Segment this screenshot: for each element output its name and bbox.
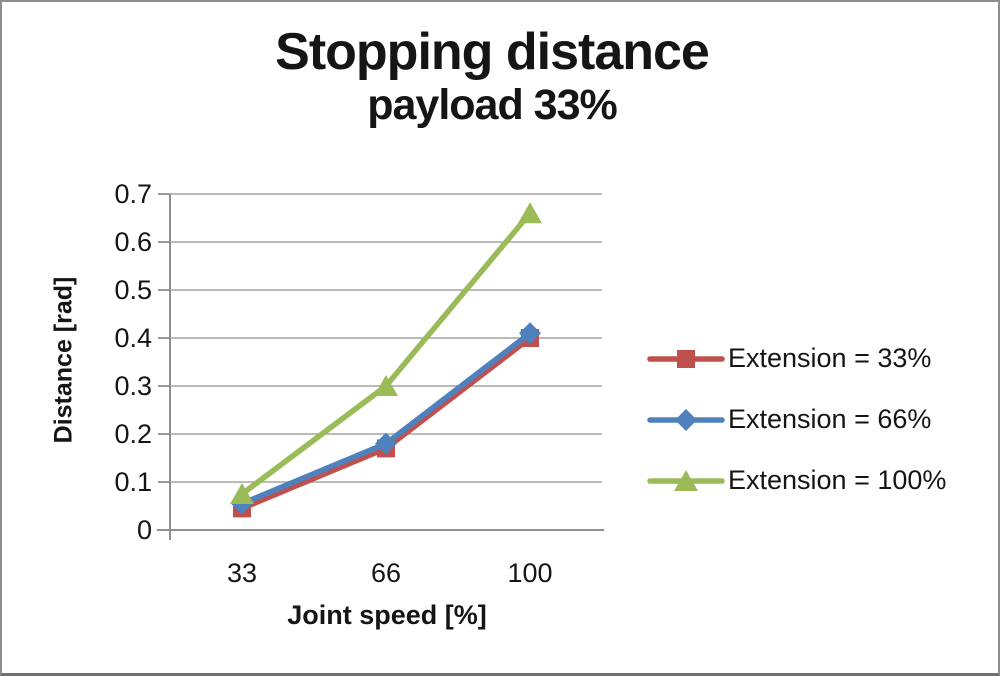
svg-text:0.3: 0.3 — [114, 371, 152, 401]
svg-text:0.5: 0.5 — [114, 275, 152, 305]
svg-text:0.4: 0.4 — [114, 323, 152, 353]
svg-text:0.6: 0.6 — [114, 227, 152, 257]
svg-text:66: 66 — [371, 558, 401, 588]
legend-item: Extension = 33% — [647, 343, 946, 374]
legend: Extension = 33% Extension = 66% Extensio… — [647, 343, 946, 496]
legend-marker-square — [647, 349, 725, 368]
legend-label: Extension = 33% — [728, 343, 932, 373]
title-block: Stopping distance payload 33% — [2, 23, 982, 131]
svg-text:0.7: 0.7 — [114, 179, 152, 209]
svg-text:0.1: 0.1 — [114, 467, 152, 497]
chart-title: Stopping distance — [275, 23, 710, 81]
legend-item: Extension = 100% — [647, 465, 946, 496]
legend-label: Extension = 66% — [728, 404, 932, 434]
legend-item: Extension = 66% — [647, 404, 946, 435]
svg-text:0.2: 0.2 — [114, 419, 152, 449]
svg-text:33: 33 — [227, 558, 257, 588]
y-axis-title: Distance [rad] — [49, 276, 78, 444]
x-axis-title: Joint speed [%] — [287, 600, 487, 630]
svg-text:0: 0 — [137, 515, 152, 545]
chart-subtitle: payload 33% — [367, 81, 618, 130]
svg-text:100: 100 — [507, 558, 552, 588]
legend-label: Extension = 100% — [728, 465, 947, 495]
legend-marker-diamond — [647, 408, 725, 431]
legend-marker-triangle — [647, 469, 725, 491]
